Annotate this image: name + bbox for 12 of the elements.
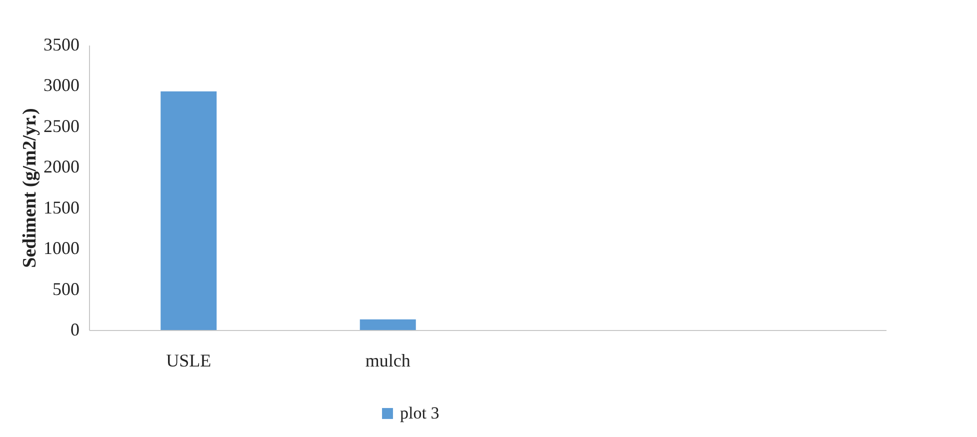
y-tick-label: 2500 (44, 116, 80, 136)
y-tick-label: 3000 (44, 75, 80, 96)
y-tick-label: 500 (52, 278, 80, 299)
x-tick-label: mulch (365, 350, 410, 370)
y-tick-label: 2000 (44, 156, 80, 177)
y-tick-label: 3500 (44, 34, 80, 54)
y-tick-label: 0 (70, 320, 80, 340)
x-tick-label: USLE (166, 350, 212, 370)
legend-label: plot 3 (400, 404, 440, 422)
y-axis-title: Sediment (g/m2/yr.) (20, 108, 40, 268)
y-tick-label: 1500 (44, 197, 80, 218)
y-tick-label: 1000 (44, 238, 80, 258)
